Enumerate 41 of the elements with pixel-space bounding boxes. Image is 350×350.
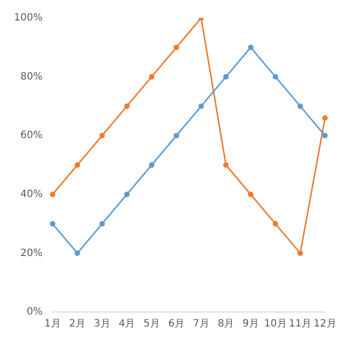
point	[223, 74, 229, 80]
y-tick-label: 60%	[20, 130, 43, 142]
point	[174, 44, 180, 50]
point	[297, 250, 303, 256]
x-tick-label: 3月	[94, 318, 110, 330]
x-tick-label: 8月	[218, 318, 234, 330]
x-tick-label: 4月	[118, 318, 136, 330]
y-tick-label: 80%	[20, 71, 43, 82]
x-tick-label: 10月	[264, 318, 287, 330]
point	[272, 74, 278, 80]
point	[248, 192, 254, 198]
x-tick-label: 5月	[143, 318, 160, 330]
point	[248, 44, 254, 50]
point	[50, 221, 56, 227]
x-tick-label: 1月	[44, 318, 61, 330]
point	[198, 103, 204, 109]
x-tick-label: 9月	[242, 318, 259, 330]
point	[148, 74, 154, 80]
x-tick-label: 2月	[69, 318, 86, 330]
y-tick-label: 100%	[14, 12, 43, 24]
x-tick-label: 6月	[168, 318, 185, 330]
y-tick-label: 20%	[20, 248, 43, 259]
point	[174, 132, 180, 138]
point	[99, 132, 105, 138]
point	[148, 162, 154, 168]
x-tick-label: 12月	[314, 318, 336, 330]
point	[124, 103, 130, 109]
point	[99, 221, 105, 227]
point	[50, 192, 56, 198]
point	[322, 132, 328, 138]
point	[297, 103, 303, 109]
point	[272, 221, 278, 227]
point	[124, 192, 130, 198]
x-tick-label: 11月	[288, 318, 312, 330]
point	[74, 162, 80, 168]
point	[322, 115, 328, 121]
y-tick-label: 0%	[26, 306, 43, 318]
x-tick-label: 7月	[192, 318, 210, 330]
point	[223, 162, 229, 168]
point	[74, 250, 80, 256]
y-tick-label: 40%	[20, 188, 43, 200]
